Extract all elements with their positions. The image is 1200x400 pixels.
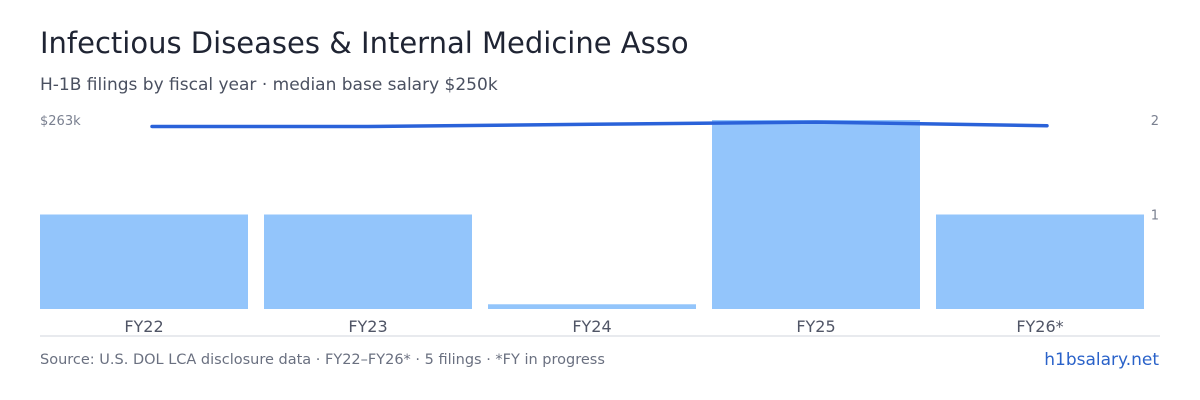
- salary-line: [150, 120, 1049, 129]
- footer-source: Source: U.S. DOL LCA disclosure data · F…: [40, 352, 605, 368]
- right-tick-group: 21: [1151, 114, 1159, 224]
- left-axis-top-label: $263k: [40, 114, 81, 129]
- footer-brand-link[interactable]: h1bsalary.net: [1044, 350, 1159, 370]
- x-tick-label: FY25: [796, 317, 835, 336]
- chart-subtitle: H-1B filings by fiscal year · median bas…: [40, 75, 498, 95]
- right-tick-label: 1: [1151, 209, 1159, 224]
- x-tick-label: FY24: [572, 317, 611, 336]
- bar-fy22: [40, 214, 248, 309]
- chart-canvas: FY22 FY23 FY24 FY25 FY26* $263k 21: [40, 114, 1160, 337]
- bar-fy24: [488, 304, 696, 309]
- bar-group: [40, 120, 1144, 309]
- chart-title: Infectious Diseases & Internal Medicine …: [40, 26, 689, 60]
- bar-fy23: [264, 214, 472, 309]
- bar-fy26: [936, 214, 1144, 309]
- right-tick-label: 2: [1151, 114, 1159, 129]
- x-tick-label: FY23: [348, 317, 387, 336]
- x-tick-label: FY22: [124, 317, 163, 336]
- bar-fy25: [712, 120, 920, 309]
- x-tick-group: FY22 FY23 FY24 FY25 FY26*: [124, 317, 1063, 336]
- x-tick-label: FY26*: [1016, 317, 1063, 336]
